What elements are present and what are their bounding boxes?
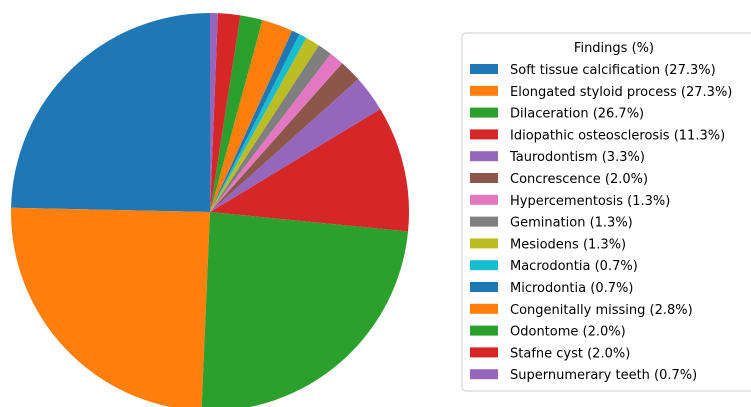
pie-slice-5 (210, 63, 359, 213)
legend-frame (461, 32, 751, 392)
legend-label-8: Mesiodens (1.3%) (510, 237, 626, 252)
legend-items: Soft tissue calcification (27.3%) Elongat… (470, 63, 732, 383)
legend-swatch-4 (470, 151, 498, 162)
legend-title: Findings (%) (574, 41, 654, 56)
legend-swatch-13 (470, 347, 498, 358)
legend-label-2: Dilaceration (26.7%) (510, 107, 644, 122)
legend-swatch-8 (470, 238, 498, 249)
legend-label-9: Macrodontia (0.7%) (510, 259, 638, 274)
pie-slice-6 (210, 53, 343, 212)
pie-slice-3 (210, 109, 409, 232)
pie-slice-10 (210, 30, 300, 213)
legend-swatch-9 (470, 260, 498, 271)
pie-slice-14 (210, 13, 218, 212)
legend-swatch-12 (470, 325, 498, 336)
legend-label-1: Elongated styloid process (27.3%) (510, 85, 732, 100)
legend-swatch-7 (470, 216, 498, 227)
pie-slice-0 (11, 13, 210, 212)
pie-slice-7 (210, 45, 331, 213)
legend-label-4: Taurodontism (3.3%) (509, 150, 645, 165)
legend-label-7: Gemination (1.3%) (510, 216, 633, 231)
legend-swatch-0 (470, 64, 498, 74)
legend-swatch-14 (470, 369, 498, 380)
pie-slice-12 (210, 15, 263, 212)
legend: Findings (%) Soft tissue calcification (… (461, 32, 751, 392)
pie-slice-8 (210, 37, 319, 212)
pie-slice-4 (210, 79, 381, 212)
legend-label-0: Soft tissue calcification (27.3%) (510, 63, 716, 78)
legend-label-3: Idiopathic osteosclerosis (11.3%) (510, 128, 725, 143)
legend-label-13: Stafne cyst (2.0%) (510, 346, 630, 361)
pie-slice-1 (11, 207, 210, 407)
legend-swatch-11 (470, 303, 498, 314)
legend-swatch-2 (470, 107, 498, 118)
legend-swatch-1 (470, 85, 498, 96)
pie-slice-11 (210, 20, 293, 212)
pie-slice-9 (210, 34, 307, 213)
legend-label-5: Concrescence (2.0%) (510, 172, 648, 187)
legend-label-12: Odontome (2.0%) (510, 325, 626, 340)
pie-slices (11, 13, 409, 407)
legend-label-14: Supernumerary teeth (0.7%) (510, 368, 697, 383)
legend-swatch-10 (470, 282, 498, 292)
pie-slice-2 (201, 212, 409, 407)
legend-label-6: Hypercementosis (1.3%) (510, 194, 670, 209)
legend-label-10: Microdontia (0.7%) (510, 281, 633, 296)
legend-swatch-3 (470, 129, 498, 140)
pie-slice-13 (210, 13, 241, 213)
legend-swatch-5 (470, 173, 498, 183)
legend-swatch-6 (470, 194, 498, 205)
legend-label-11: Congenitally missing (2.8%) (510, 303, 693, 318)
